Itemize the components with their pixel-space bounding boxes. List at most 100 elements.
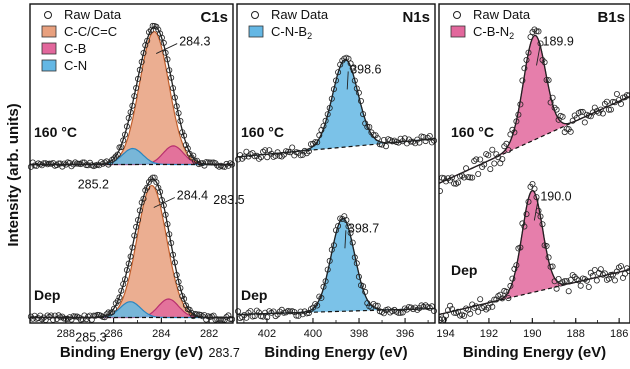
raw-data-point xyxy=(166,67,173,74)
raw-data-point xyxy=(247,308,254,315)
raw-data-point xyxy=(517,244,524,251)
raw-data-point xyxy=(59,163,66,170)
raw-data-point xyxy=(122,131,129,138)
raw-data-point xyxy=(603,98,610,105)
tick-label: 186 xyxy=(610,328,628,340)
legend-swatch xyxy=(248,25,264,38)
raw-data-point xyxy=(541,59,548,66)
peak-label-C-C/C=C: 284.4 xyxy=(177,189,208,203)
raw-data-point xyxy=(487,300,494,307)
raw-data-point xyxy=(131,232,138,239)
raw-data-point xyxy=(272,313,279,320)
raw-data-point xyxy=(133,85,140,92)
tick-label: 190 xyxy=(523,328,541,340)
raw-data-point xyxy=(509,275,516,282)
raw-data-point xyxy=(583,277,590,284)
raw-data-point xyxy=(451,180,458,187)
raw-data-point xyxy=(605,106,612,113)
condition-label: 160 °C xyxy=(451,124,494,140)
peak-label-C-B-N2: 189.9 xyxy=(543,34,574,48)
raw-data-point xyxy=(589,109,596,116)
raw-data-point xyxy=(249,313,256,320)
raw-data-point xyxy=(364,123,371,130)
component-fill-C-B-N2 xyxy=(439,190,630,315)
raw-data-point xyxy=(469,174,476,181)
raw-data-point xyxy=(519,220,526,227)
raw-data-point xyxy=(221,163,228,170)
leader-line xyxy=(153,197,175,208)
raw-data-point xyxy=(343,217,350,224)
raw-data-point xyxy=(229,316,236,323)
raw-data-point xyxy=(439,188,443,194)
raw-data-point xyxy=(310,140,317,147)
raw-data-point xyxy=(171,94,178,101)
raw-data-point xyxy=(169,251,176,258)
legend-swatch xyxy=(41,59,57,72)
raw-data-point xyxy=(444,175,451,182)
raw-data-point xyxy=(593,277,600,284)
raw-data-point xyxy=(561,278,568,285)
raw-data-point xyxy=(430,137,437,144)
raw-data-point xyxy=(320,283,327,290)
raw-data-point xyxy=(513,262,520,269)
raw-data-point xyxy=(217,316,224,323)
panel-N1s: 398.6 160 °C 398.7 Dep 402 400 398 396 Binding E… xyxy=(234,3,437,361)
raw-data-point xyxy=(55,312,62,319)
raw-data-point xyxy=(330,242,337,249)
panel-title: B1s xyxy=(597,9,625,26)
raw-data-point xyxy=(545,77,552,84)
raw-data-point xyxy=(475,308,482,315)
raw-data-point xyxy=(64,315,71,322)
raw-data-point xyxy=(303,150,310,157)
raw-data-point xyxy=(585,283,592,290)
raw-data-point xyxy=(182,141,189,148)
raw-data-point xyxy=(347,60,354,67)
raw-data-point xyxy=(503,288,510,295)
raw-data-point xyxy=(525,198,532,205)
fit-envelope xyxy=(236,58,436,158)
raw-data-point xyxy=(111,155,118,162)
raw-data-point xyxy=(188,154,195,161)
raw-data-point xyxy=(287,308,294,315)
raw-data-point xyxy=(123,266,130,273)
panel-frame xyxy=(438,3,630,324)
raw-data-point xyxy=(147,176,154,183)
legend-label: Raw Data xyxy=(473,7,531,22)
raw-data-point xyxy=(301,308,308,315)
raw-data-point xyxy=(442,178,449,185)
raw-data-point xyxy=(293,312,300,319)
raw-data-point xyxy=(395,309,402,316)
raw-data-point xyxy=(118,287,125,294)
raw-data-point xyxy=(27,313,34,320)
raw-data-point xyxy=(477,296,484,303)
peak-label-C-C/C=C: 284.3 xyxy=(179,35,210,49)
raw-data-point xyxy=(491,160,498,167)
raw-data-point xyxy=(372,302,379,309)
peak-label-C-B-N2: 190.0 xyxy=(540,190,571,204)
raw-data-point xyxy=(485,152,492,159)
raw-data-point xyxy=(360,111,367,118)
raw-data-point xyxy=(241,153,248,160)
legend-label: Raw Data xyxy=(64,7,122,22)
raw-data-point xyxy=(587,269,594,276)
raw-data-point xyxy=(155,26,162,33)
raw-data-point xyxy=(483,306,490,313)
raw-data-point xyxy=(589,272,596,279)
raw-data-point xyxy=(37,312,44,319)
raw-data-point xyxy=(144,184,151,191)
component-fill-C-B-N2 xyxy=(439,35,630,184)
raw-data-point xyxy=(523,57,530,64)
tick-label: 402 xyxy=(258,328,276,340)
raw-data-point xyxy=(463,165,470,172)
raw-data-point xyxy=(547,263,554,270)
raw-data-point xyxy=(539,221,546,228)
raw-data-point xyxy=(324,111,331,118)
raw-data-point xyxy=(171,259,178,266)
raw-data-point xyxy=(181,132,188,139)
raw-data-point xyxy=(136,207,143,214)
raw-data-point xyxy=(422,138,429,145)
raw-data-point xyxy=(168,239,175,246)
legend-label: C-N xyxy=(64,58,87,73)
raw-data-point xyxy=(145,29,152,36)
